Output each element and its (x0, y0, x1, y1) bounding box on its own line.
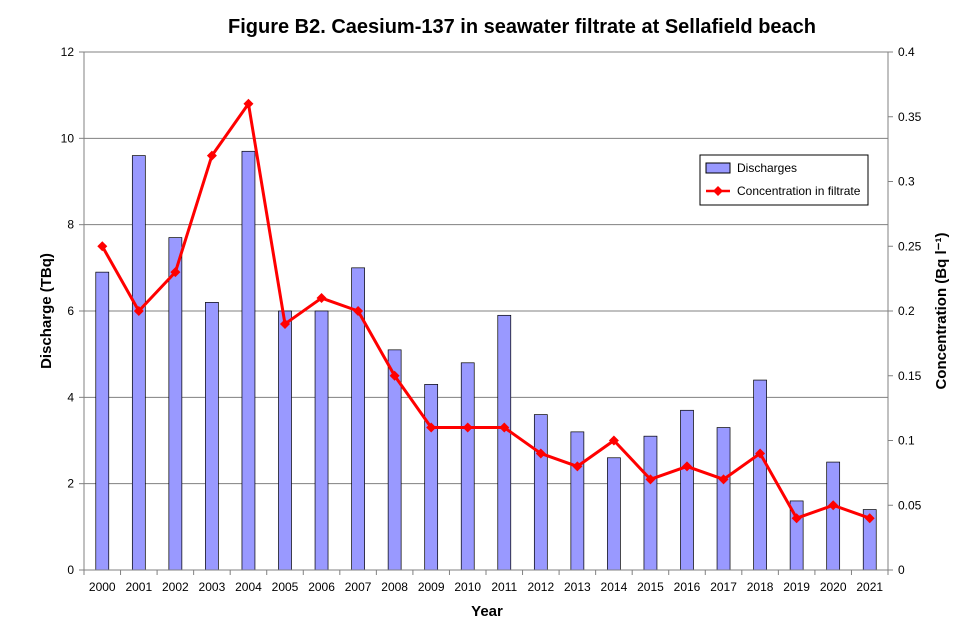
discharge-bar (314, 310, 329, 571)
concentration-point (755, 448, 766, 459)
x-tick-label: 2011 (491, 580, 517, 594)
left-axis-ticks: 0 2 4 6 8 10 12 (61, 45, 84, 577)
concentration-point (170, 267, 181, 278)
concentration-point (682, 461, 692, 472)
concentration-point (206, 150, 217, 161)
x-tick-label: 2014 (601, 580, 628, 594)
x-tick-label: 2000 (89, 580, 116, 594)
discharge-bar (533, 414, 548, 571)
y2-tick-label: 0.15 (898, 369, 922, 383)
discharge-bar (497, 314, 512, 571)
y2-tick-label: 0.35 (898, 110, 922, 124)
concentration-point (426, 422, 437, 433)
discharge-bar (643, 435, 658, 571)
x-tick-label: 2008 (381, 580, 408, 594)
x-tick-label: 2013 (564, 580, 591, 594)
concentration-point (499, 422, 510, 433)
discharge-bar (95, 271, 110, 571)
y2-tick-label: 0.25 (898, 239, 922, 253)
concentration-point (389, 370, 400, 381)
y2-tick-label: 0.05 (898, 498, 922, 512)
concentration-point (462, 422, 473, 433)
concentration-point (535, 448, 546, 459)
concentration-point (828, 500, 839, 511)
discharge-bar (131, 155, 146, 571)
x-tick-label: 2010 (454, 580, 481, 594)
y-tick-label: 6 (67, 304, 74, 318)
discharge-bar (241, 150, 256, 571)
concentration-point (133, 306, 144, 316)
y2-tick-label: 0.3 (898, 175, 915, 189)
y-tick-label: 4 (67, 390, 74, 404)
y-tick-label: 10 (61, 131, 75, 145)
discharge-bar (460, 362, 475, 571)
y2-tick-label: 0.2 (898, 304, 915, 318)
x-tick-label: 2005 (272, 580, 299, 594)
discharge-bar (753, 379, 767, 571)
concentration-point (353, 306, 364, 316)
x-axis-ticks: 2000 2001 2002 2003 2004 2005 2006 2007 2008 2009… (83, 570, 889, 594)
concentration-point (316, 293, 327, 304)
y2-axis-title: Concentration (Bq l⁻¹) (933, 232, 950, 389)
concentration-line (97, 98, 875, 524)
right-axis-ticks: 0 0.05 0.1 0.15 0.2 0.25 0.3 0.35 0.4 (888, 45, 922, 577)
concentration-point (864, 513, 875, 524)
discharge-bar (607, 457, 621, 571)
discharge-bar (570, 431, 585, 571)
discharge-bar (680, 409, 694, 571)
chart-title: Figure B2. Caesium-137 in seawater filtr… (228, 16, 816, 38)
x-tick-label: 2021 (856, 580, 883, 594)
concentration-series-line (100, 102, 871, 520)
discharge-bar (278, 310, 292, 571)
legend: Discharges Concentration in filtrate (699, 154, 869, 206)
x-tick-label: 2020 (820, 580, 847, 594)
y2-tick-label: 0.1 (898, 434, 915, 448)
discharge-bar (716, 427, 731, 571)
discharge-bar (168, 237, 183, 571)
concentration-point (791, 513, 802, 524)
x-tick-label: 2002 (162, 580, 189, 594)
y-axis-title: Discharge (TBq) (38, 253, 55, 369)
x-tick-label: 2015 (637, 580, 664, 594)
x-tick-label: 2006 (308, 580, 335, 594)
discharge-bar (826, 461, 841, 571)
x-tick-label: 2019 (783, 580, 810, 594)
y-tick-label: 2 (67, 477, 74, 491)
discharge-bar (205, 302, 219, 571)
legend-discharges-label: Discharges (737, 161, 797, 175)
y2-tick-label: 0 (898, 563, 905, 577)
concentration-point (280, 318, 290, 329)
y2-tick-label: 0.4 (898, 45, 915, 59)
y-tick-label: 12 (61, 45, 75, 59)
x-tick-label: 2016 (674, 580, 701, 594)
concentration-point (608, 435, 619, 446)
legend-concentration-label: Concentration in filtrate (737, 184, 861, 198)
x-tick-label: 2007 (345, 580, 372, 594)
legend-discharges-swatch (705, 162, 731, 174)
concentration-point (97, 241, 108, 252)
y-tick-label: 0 (67, 563, 74, 577)
concentration-point (718, 474, 729, 485)
concentration-point (572, 461, 583, 472)
discharge-bar (424, 384, 439, 571)
y-tick-label: 8 (67, 218, 74, 232)
x-tick-label: 2004 (235, 580, 262, 594)
x-tick-label: 2017 (710, 580, 737, 594)
concentration-point (243, 98, 254, 109)
legend-concentration-marker (713, 186, 723, 196)
concentration-point (645, 474, 656, 485)
x-tick-label: 2012 (527, 580, 554, 594)
x-tick-label: 2009 (418, 580, 445, 594)
x-tick-label: 2001 (125, 580, 152, 594)
x-tick-label: 2018 (747, 580, 774, 594)
x-tick-label: 2003 (199, 580, 226, 594)
x-axis-title: Year (471, 603, 503, 620)
